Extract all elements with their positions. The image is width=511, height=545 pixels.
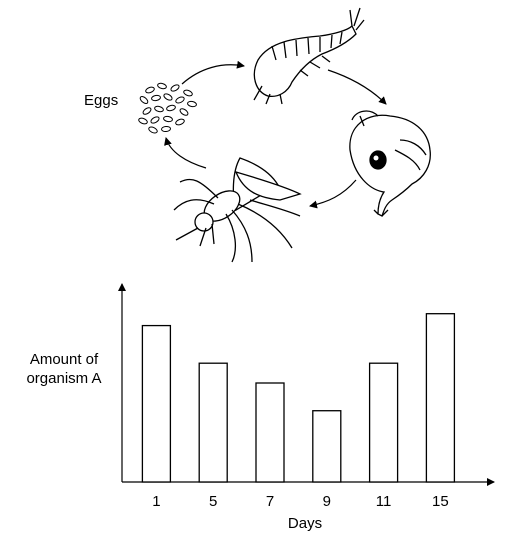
pupa-icon <box>349 110 431 217</box>
x-tick-label-5: 5 <box>209 493 217 510</box>
bar-day-11 <box>368 362 399 483</box>
cycle-arrows <box>164 60 387 209</box>
arrow-eggs-to-larva <box>181 60 245 85</box>
x-tick-labels: 1 5 7 9 11 15 <box>152 493 449 510</box>
bar-day-9 <box>312 410 342 483</box>
bars <box>141 313 456 483</box>
bar-day-15 <box>425 313 456 483</box>
bar-day-7 <box>255 382 285 483</box>
x-tick-label-7: 7 <box>266 493 274 510</box>
eggs-icon <box>138 82 197 134</box>
life-cycle-diagram <box>138 7 431 263</box>
bar-day-5 <box>198 362 228 483</box>
adult-mosquito-icon <box>173 157 302 263</box>
arrow-pupa-to-adult <box>309 179 357 209</box>
arrow-adult-to-eggs <box>164 137 207 169</box>
x-tick-label-9: 9 <box>323 493 331 510</box>
x-tick-label-1: 1 <box>152 493 160 510</box>
x-axis-label: Days <box>287 515 323 532</box>
bar-chart: 1 5 7 9 11 15 <box>118 283 495 510</box>
arrow-larva-to-pupa <box>327 69 387 105</box>
larva-icon <box>253 7 365 105</box>
eggs-label: Eggs <box>84 92 119 109</box>
x-tick-label-15: 15 <box>432 493 449 510</box>
y-axis-label: Amount of organism A <box>26 351 102 387</box>
x-tick-label-11: 11 <box>376 493 392 510</box>
bar-day-1 <box>141 324 172 483</box>
